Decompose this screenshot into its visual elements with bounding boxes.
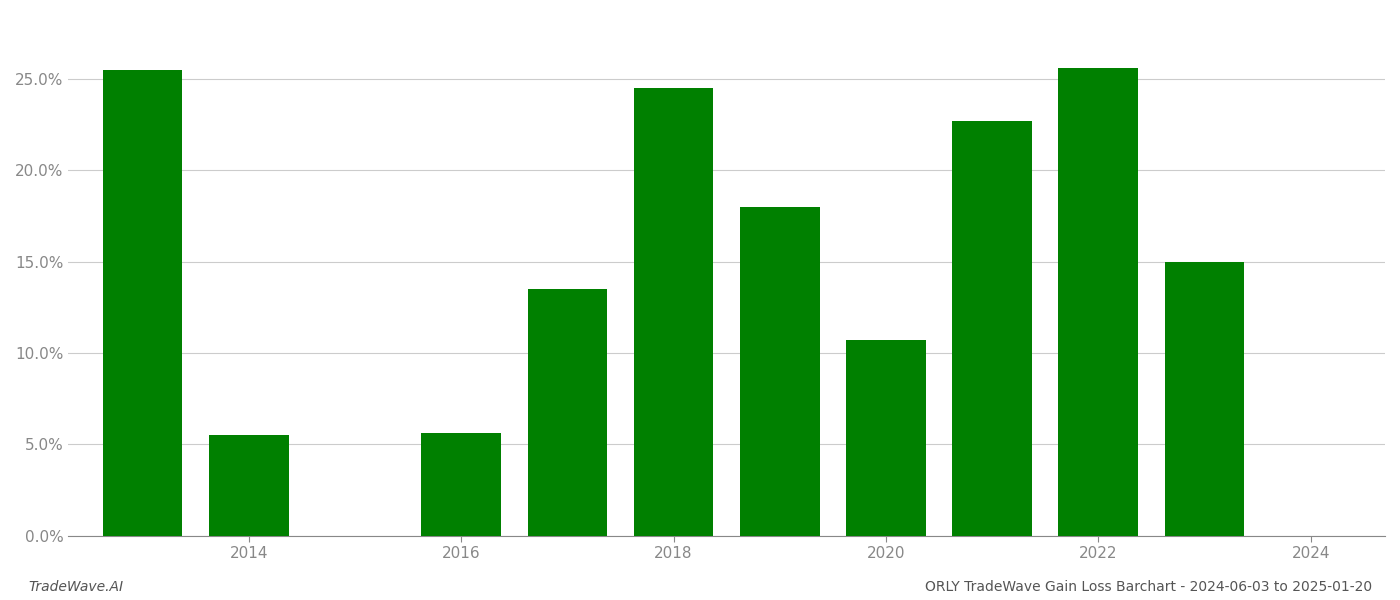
Bar [1058,68,1138,536]
Text: TradeWave.AI: TradeWave.AI [28,580,123,594]
Bar [1165,262,1245,536]
Bar [528,289,608,536]
Bar [846,340,925,536]
Text: ORLY TradeWave Gain Loss Barchart - 2024-06-03 to 2025-01-20: ORLY TradeWave Gain Loss Barchart - 2024… [925,580,1372,594]
Bar [634,88,714,536]
Bar [421,433,501,536]
Bar [739,207,819,536]
Bar [209,435,288,536]
Bar [102,70,182,536]
Bar [952,121,1032,536]
